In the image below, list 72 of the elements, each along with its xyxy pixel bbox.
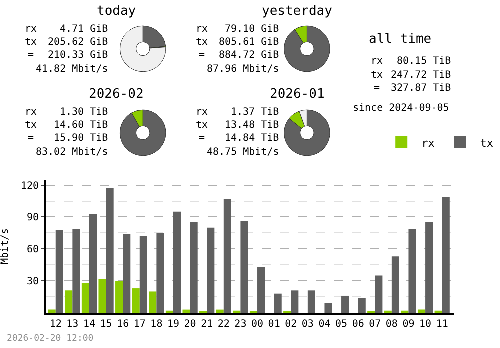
x-tick-label: 01 [268,318,280,330]
text: 83.02 Mbit/s [36,147,108,158]
y-tick-label: 90 [26,212,40,224]
x-tick-label: 09 [402,318,415,330]
text: 210.33 GiB [48,50,108,61]
chart-title: 2026-02 [89,87,144,102]
text: = [28,50,34,61]
chart-title: yesterday [262,4,333,19]
text: 48.75 Mbit/s [207,147,280,158]
x-tick-label: 22 [218,318,230,330]
x-tick-label: 21 [201,318,214,330]
text: tx [196,120,208,131]
text: 4.71 GiB [60,24,108,35]
x-tick-label: 23 [234,318,247,330]
text: 247.72 TiB [391,70,452,81]
x-tick-label: 04 [318,318,331,330]
text: 13.48 TiB [225,120,280,131]
x-tick-label: 10 [420,318,432,330]
y-tick-label: 120 [20,180,40,192]
y-axis-title: Mbit/s [0,228,11,265]
chart-title: today [97,4,136,19]
text: 1.37 TiB [231,107,280,118]
x-tick-label: 06 [352,318,364,330]
legend-label: rx [422,136,436,150]
text: 14.60 TiB [54,120,108,131]
text: 14.84 TiB [225,133,280,144]
text: = [199,133,206,144]
x-tick-label: 12 [50,318,62,330]
text: 79.10 GiB [225,24,280,35]
text: = [28,133,34,144]
text: tx [196,37,208,48]
text: rx [196,24,208,35]
text: tx [25,120,38,131]
text: all time [369,32,432,47]
x-tick-label: 16 [117,318,130,330]
x-tick-label: 20 [184,318,196,330]
y-tick-label: 60 [26,244,40,256]
text: since 2024-09-05 [353,103,450,114]
x-tick-label: 07 [369,318,382,330]
text: = [374,83,380,94]
text: 2026-02-20 12:00 [7,334,94,344]
text: rx [25,107,38,118]
x-tick-label: 17 [134,318,146,330]
text: 805.61 GiB [219,37,280,48]
x-tick-label: 18 [150,318,163,330]
text: 41.82 Mbit/s [36,64,108,75]
text: rx [25,24,38,35]
text: 884.72 GiB [219,50,280,61]
text: = [199,50,206,61]
text: 205.62 GiB [48,37,108,48]
text: tx [371,70,384,81]
text: rx [371,56,384,67]
x-tick-label: 03 [302,318,314,330]
chart-title: 2026-01 [270,87,325,102]
x-tick-label: 15 [100,318,112,330]
text: tx [25,37,38,48]
x-tick-label: 11 [436,318,448,330]
legend-label: tx [480,136,494,150]
text: 80.15 TiB [397,56,452,67]
y-tick-label: 30 [26,276,40,288]
x-tick-label: 02 [285,318,298,330]
text: 1.30 TiB [60,107,108,118]
x-tick-label: 00 [251,318,264,330]
x-tick-label: 14 [83,318,96,330]
text: rx [196,107,208,118]
text: 15.90 TiB [54,133,108,144]
text: 87.96 Mbit/s [207,64,280,75]
x-tick-label: 08 [386,318,398,330]
text: 327.87 TiB [391,83,452,94]
x-tick-label: 13 [66,318,79,330]
x-tick-label: 19 [167,318,180,330]
x-tick-label: 05 [336,318,348,330]
